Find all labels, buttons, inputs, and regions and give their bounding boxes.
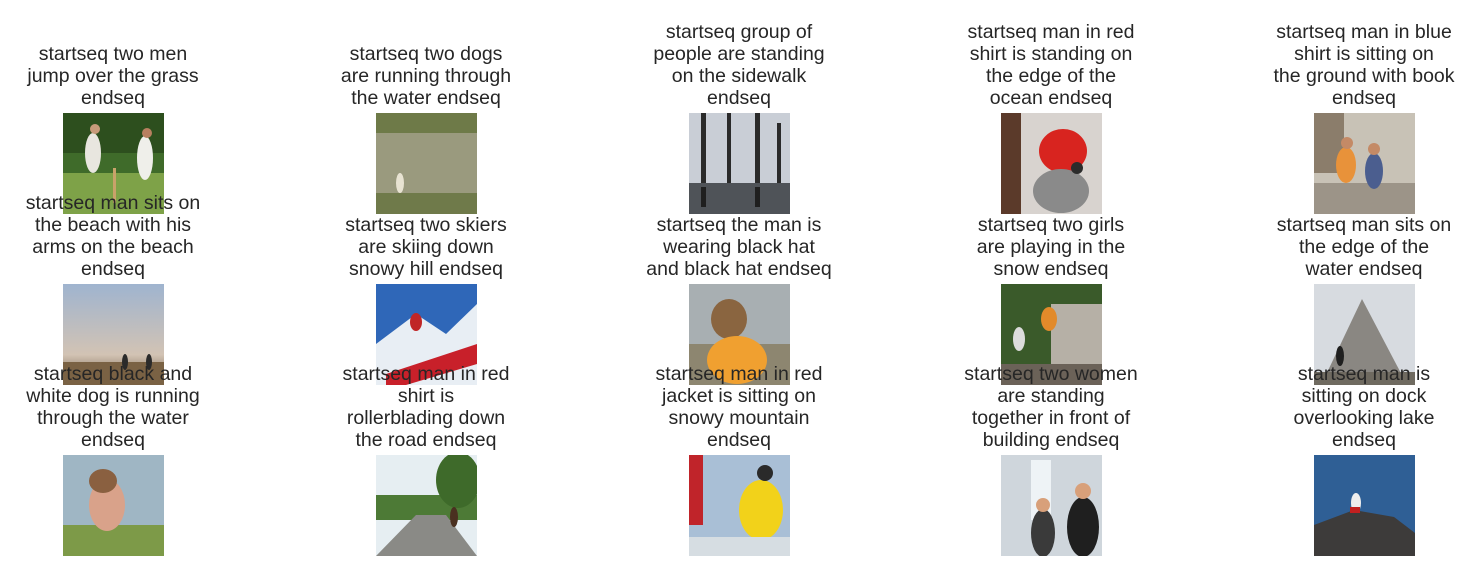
caption: startseq man in blue shirt is sitting on… [1273, 21, 1455, 109]
image-thumbnail [689, 455, 790, 556]
image-thumbnail [1001, 455, 1102, 556]
image-thumbnail [689, 284, 790, 385]
caption: startseq the man is wearing black hat an… [646, 214, 832, 280]
caption: startseq two women are standing together… [964, 363, 1138, 451]
image-thumbnail [63, 284, 164, 385]
image-thumbnail [1314, 455, 1415, 556]
image-thumbnail [1314, 113, 1415, 214]
caption: startseq black and white dog is running … [26, 363, 200, 451]
image-thumbnail [63, 455, 164, 556]
caption: startseq man in red shirt is rollerbladi… [342, 363, 510, 451]
image-thumbnail [689, 113, 790, 214]
image-thumbnail [1001, 113, 1102, 214]
image-thumbnail [376, 284, 477, 385]
caption: startseq two men jump over the grass end… [27, 43, 199, 109]
image-thumbnail [63, 113, 164, 214]
caption: startseq two skiers are skiing down snow… [345, 214, 507, 280]
caption: startseq man in red shirt is standing on… [967, 21, 1135, 109]
caption: startseq man sits on the beach with his … [25, 192, 201, 280]
caption: startseq man in red jacket is sitting on… [655, 363, 823, 451]
image-thumbnail [1314, 284, 1415, 385]
caption: startseq man sits on the edge of the wat… [1276, 214, 1452, 280]
caption: startseq two girls are playing in the sn… [976, 214, 1126, 280]
image-thumbnail [1001, 284, 1102, 385]
caption: startseq man is sitting on dock overlook… [1293, 363, 1435, 451]
caption: startseq group of people are standing on… [653, 21, 825, 109]
caption: startseq two dogs are running through th… [340, 43, 512, 109]
image-thumbnail [376, 113, 477, 214]
image-thumbnail [376, 455, 477, 556]
